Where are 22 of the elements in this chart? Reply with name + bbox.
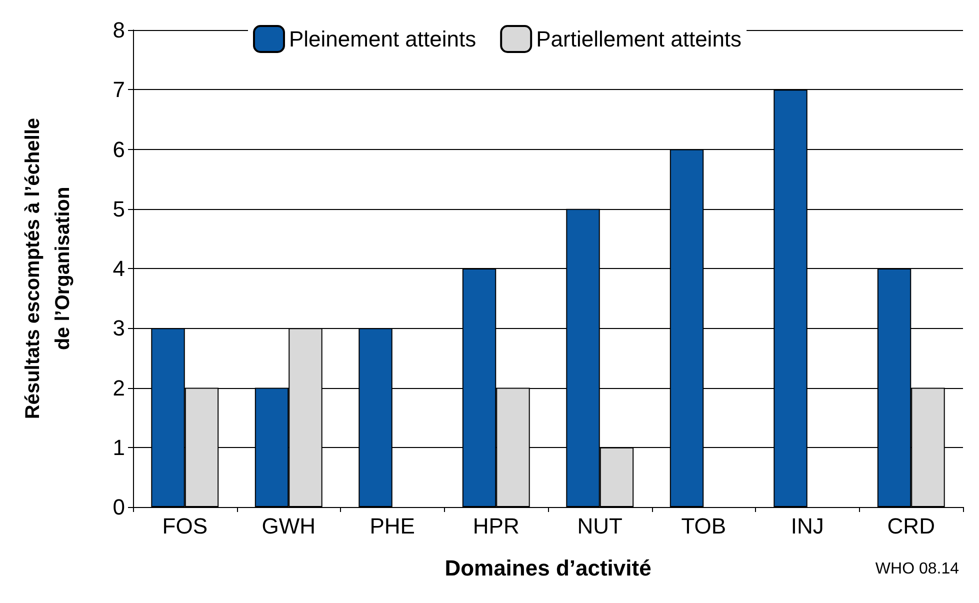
- y-tick-label: 2: [112, 375, 125, 400]
- x-tick-label: PHE: [370, 514, 415, 538]
- y-axis-title: Résultats escomptés à l’échelle de l’Organisation: [22, 118, 74, 420]
- x-tick-label: INJ: [790, 514, 824, 538]
- x-tick-label: CRD: [887, 514, 935, 538]
- y-tick-label: 4: [112, 256, 125, 281]
- legend-label: Pleinement atteints: [289, 26, 476, 52]
- text: WHO 08.14: [875, 560, 960, 578]
- y-tick-label: 1: [112, 434, 125, 460]
- legend-label: Partiellement atteints: [536, 26, 742, 52]
- y-tick-label: 0: [112, 494, 125, 520]
- x-tick-label: FOS: [162, 514, 208, 538]
- x-tick-label: HPR: [472, 514, 520, 538]
- y-tick-label: 5: [112, 196, 125, 222]
- y-tick-label: 7: [112, 77, 125, 102]
- y-tick-label: 6: [112, 136, 125, 162]
- y-tick-label: 8: [112, 18, 125, 42]
- y-tick-label: 3: [112, 316, 125, 341]
- x-tick-label: GWH: [262, 514, 316, 538]
- x-axis-title: Domaines d’activité: [444, 556, 652, 580]
- x-tick-label: TOB: [681, 514, 726, 538]
- x-tick-label: NUT: [577, 514, 622, 538]
